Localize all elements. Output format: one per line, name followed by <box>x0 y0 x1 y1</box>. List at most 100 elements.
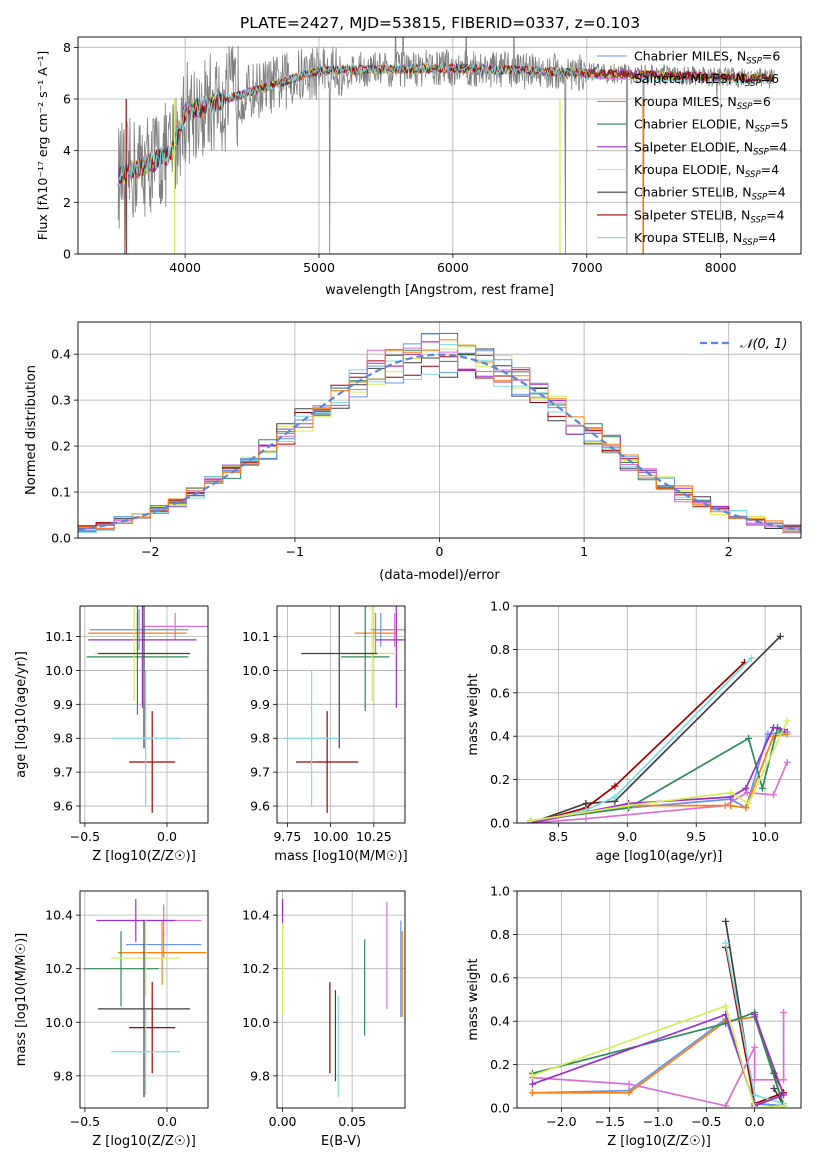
y-axis-label: mass weight <box>466 958 481 1040</box>
chart-title: PLATE=2427, MJD=53815, FIBERID=0337, z=0… <box>240 14 640 32</box>
x-tick-label: 6000 <box>437 260 469 275</box>
y-tick-label: 10.1 <box>45 629 73 644</box>
x-axis-label: Z [log10(Z/Z☉)] <box>92 849 196 864</box>
x-tick-label: −0.5 <box>70 829 100 844</box>
mass-weight-age-plot-area <box>527 632 791 823</box>
legend-entry: Chabrier ELODIE, NSSP=5 <box>634 117 789 135</box>
legend-main: Chabrier ELODIE, N <box>634 117 754 132</box>
x-axis-label: age [log10(age/yr)] <box>596 849 723 864</box>
legend-main: Salpeter MILES, N <box>634 71 745 86</box>
x-axis-label: (data-model)/error <box>379 568 500 583</box>
mass-weight-marker-s_miles <box>783 758 791 766</box>
mass-vs-ebv-panel: 0.00 0.05 9.8 10.0 10.2 10.4 E(B-V) <box>242 890 406 1149</box>
legend-main: Kroupa STELIB, N <box>634 230 742 245</box>
mass-weight-line-k_elodie <box>532 1004 784 1108</box>
y-tick-label: 10.2 <box>45 961 73 976</box>
y-tick-label: 0.0 <box>490 816 510 831</box>
x-tick-label: 10.0 <box>751 829 779 844</box>
x-tick-label: −1.5 <box>595 1114 625 1129</box>
y-tick-label: 0.0 <box>51 531 71 546</box>
y-tick-label: 9.6 <box>53 799 73 814</box>
mass-weight-marker-s_stelib <box>611 782 619 790</box>
age-vs-z-plot-area <box>86 606 208 813</box>
mass-weight-marker-s_elodie <box>528 1080 536 1088</box>
y-tick-label: 9.8 <box>53 1068 73 1083</box>
x-tick-label: −0.5 <box>691 1114 721 1129</box>
mass-weight-z-plot-area <box>528 917 788 1108</box>
axes-frame <box>516 605 802 824</box>
y-tick-label: 0.2 <box>490 1057 510 1072</box>
mass-weight-marker-c_stelib <box>722 917 730 925</box>
x-tick-label: −2.0 <box>546 1114 576 1129</box>
legend-suffix: =4 <box>767 185 785 200</box>
mass-weight-z-panel: −2.0 −1.5 −1.0 −0.5 0.0 0.0 0.2 0.4 0.6 0.8 1.0 Z [… <box>466 884 802 1149</box>
x-tick-label: 0.00 <box>269 1114 297 1129</box>
x-axis-label: mass [log10(M/M☉)] <box>274 849 407 864</box>
legend-suffix: =4 <box>766 207 784 222</box>
y-tick-label: 0.2 <box>490 772 510 787</box>
mass-weight-marker-k_miles <box>727 802 735 810</box>
axes-frame <box>276 890 406 1109</box>
x-tick-label: 8.5 <box>548 829 568 844</box>
y-tick-label: 10.0 <box>242 1015 270 1030</box>
legend-entry: Kroupa STELIB, NSSP=4 <box>634 230 776 248</box>
mass-weight-marker-s_miles <box>751 1076 759 1084</box>
mass-weight-marker-c_stelib <box>770 1084 778 1092</box>
mass-weight-age-panel: 8.5 9.0 9.5 10.0 0.0 0.2 0.4 0.6 0.8 1.0 age [log1… <box>466 599 802 864</box>
x-axis-label: Z [log10(Z/Z☉)] <box>607 1134 711 1149</box>
legend-suffix: =6 <box>761 71 779 86</box>
axes-frame <box>79 890 209 1109</box>
legend-main: Kroupa MILES, N <box>634 94 737 109</box>
y-tick-label: 0.4 <box>490 1014 510 1029</box>
axes-frame <box>516 890 802 1109</box>
y-tick-label: 10.2 <box>242 961 270 976</box>
y-tick-label: 10.0 <box>45 663 73 678</box>
mass-weight-marker-k_miles <box>742 804 750 812</box>
y-tick-label: 1.0 <box>490 884 510 899</box>
x-tick-label: 10.00 <box>313 829 349 844</box>
spectrum-plot-area <box>117 37 775 254</box>
model-spectrum-s_stelib <box>117 63 775 187</box>
x-axis-label: Z [log10(Z/Z☉)] <box>92 1134 196 1149</box>
mass-weight-marker-s_elodie <box>769 724 777 732</box>
y-axis-label: mass weight <box>466 673 481 755</box>
x-tick-label: 4000 <box>169 260 201 275</box>
mass-weight-marker-s_elodie <box>751 1011 759 1019</box>
x-axis-label: wavelength [Angstrom, rest frame] <box>325 283 554 298</box>
x-axis-label: E(B-V) <box>321 1134 361 1149</box>
mass-weight-line-s_miles <box>530 761 788 823</box>
x-tick-label: −1 <box>286 544 304 559</box>
legend-suffix: =4 <box>761 162 779 177</box>
mass-weight-marker-k_miles <box>528 1089 536 1097</box>
x-tick-label: 1 <box>580 544 588 559</box>
x-tick-label: 0.05 <box>338 1114 366 1129</box>
y-tick-label: 0.0 <box>490 1101 510 1116</box>
y-tick-label: 6 <box>63 92 71 107</box>
y-tick-label: 4 <box>63 143 71 158</box>
y-tick-label: 8 <box>63 40 71 55</box>
legend-sub: SSP <box>745 79 761 89</box>
x-tick-label: 9.0 <box>617 829 637 844</box>
mass-weight-marker-s_miles <box>780 1009 788 1017</box>
mass-weight-line-s_stelib <box>530 661 746 823</box>
x-tick-label: 10.25 <box>356 829 392 844</box>
axes-frame <box>79 605 209 824</box>
y-tick-label: 10.4 <box>242 908 270 923</box>
x-tick-label: 0.0 <box>745 1114 765 1129</box>
x-tick-label: 9.75 <box>273 829 301 844</box>
legend-suffix: =6 <box>752 94 770 109</box>
mass-weight-marker-c_stelib <box>776 632 784 640</box>
mass-weight-marker-s_miles <box>582 815 590 823</box>
mass-weight-marker-s_elodie <box>742 784 750 792</box>
y-tick-label: 0.6 <box>490 685 510 700</box>
mass-weight-marker-k_miles <box>783 730 791 738</box>
legend-main: Chabrier MILES, N <box>634 49 746 64</box>
axes-frame <box>77 321 802 539</box>
x-tick-label: −1.0 <box>643 1114 673 1129</box>
mass-vs-z-plot-area <box>83 899 207 1098</box>
y-axis-label: age [log10(age/yr)] <box>14 651 29 778</box>
y-tick-label: 0 <box>63 247 71 262</box>
mass-weight-marker-c_elodie <box>745 734 753 742</box>
